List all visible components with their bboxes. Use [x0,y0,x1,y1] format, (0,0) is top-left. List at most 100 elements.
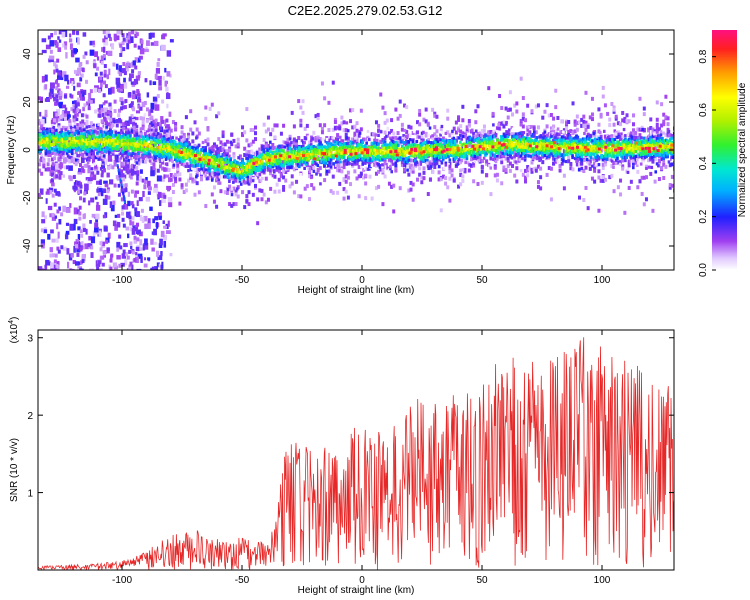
heat-cell [225,159,229,163]
heat-cell [38,129,41,133]
heat-cell [273,189,277,194]
heat-cell [101,150,104,155]
heat-cell [556,137,560,142]
heat-cell [305,123,309,128]
heat-cell [77,154,81,158]
heat-cell [64,143,67,147]
heat-cell [407,188,411,193]
heat-cell [250,170,254,174]
heat-cell [113,99,117,104]
heat-cell [69,159,73,163]
heat-cell [276,152,280,157]
heat-cell [295,162,299,167]
heat-cell [45,259,50,266]
heat-cell [220,161,223,165]
heat-cell [58,173,62,180]
heat-cell [43,133,46,137]
heat-cell [50,172,54,177]
heat-cell [504,106,508,111]
heat-cell [127,134,131,139]
heat-cell [142,139,145,143]
heat-cell [44,109,48,114]
heat-cell [601,166,605,171]
heat-cell [130,245,133,250]
heat-cell [221,147,225,152]
heat-cell [254,176,258,180]
heat-cell [203,155,206,159]
heat-cell [81,254,86,262]
heat-cell [47,145,50,149]
heat-cell [115,175,119,180]
heat-cell [243,174,247,178]
heat-cell [96,125,100,130]
heat-cell [169,128,173,133]
heat-cell [196,152,199,156]
heat-cell [114,223,118,231]
heat-cell [623,119,627,124]
heat-cell [619,160,623,165]
heat-cell [164,143,168,147]
heat-cell [381,105,385,110]
heat-cell [411,169,415,174]
heat-cell [640,175,644,180]
heat-cell [88,130,91,135]
heat-cell [241,132,245,137]
heat-cell [127,39,131,44]
heat-cell [271,127,275,132]
heat-cell [172,163,176,167]
heat-cell [316,163,320,168]
heat-cell [121,138,124,143]
heat-cell [125,137,128,142]
heat-cell [161,261,164,269]
heat-cell [61,43,65,48]
heat-cell [288,142,292,147]
heat-cell [181,138,185,142]
heat-cell [642,106,646,111]
heat-cell [70,94,74,99]
heat-cell [131,139,135,143]
heat-cell [187,148,190,153]
heat-cell [573,129,577,134]
heat-cell [593,165,597,170]
heat-cell [655,126,659,131]
heat-cell [305,153,309,157]
heat-cell [154,138,157,142]
heat-cell [176,172,180,177]
heat-cell [242,161,246,166]
heat-cell [153,40,159,47]
heat-cell [176,167,180,171]
heat-cell [114,35,120,41]
heat-cell [172,150,176,154]
heat-cell [201,158,205,162]
heat-cell [57,131,61,136]
heat-cell [167,131,171,136]
heat-cell [485,173,489,178]
heat-cell [47,233,51,240]
heat-cell [195,163,198,168]
heat-cell [130,154,133,161]
heat-cell [116,30,122,35]
heat-cell [59,163,62,170]
heat-cell [151,247,155,252]
heat-cell [101,169,104,175]
heat-cell [409,180,413,185]
heat-cell [163,129,167,134]
heat-cell [476,132,480,137]
heat-cell [165,133,169,138]
heat-cell [100,135,103,139]
heat-cell [250,149,254,153]
heat-cell [142,190,145,198]
heat-cell [89,150,93,154]
heat-cell [536,155,540,160]
heat-cell [109,139,112,143]
heat-cell [233,159,236,163]
heat-cell [229,158,232,162]
heat-cell [193,156,197,160]
heat-cell [485,161,489,166]
heat-cell [57,192,61,197]
heat-cell [588,159,592,164]
heat-cell [621,164,625,169]
heat-cell [282,123,286,128]
heat-cell [216,158,219,162]
heat-cell [82,213,86,220]
